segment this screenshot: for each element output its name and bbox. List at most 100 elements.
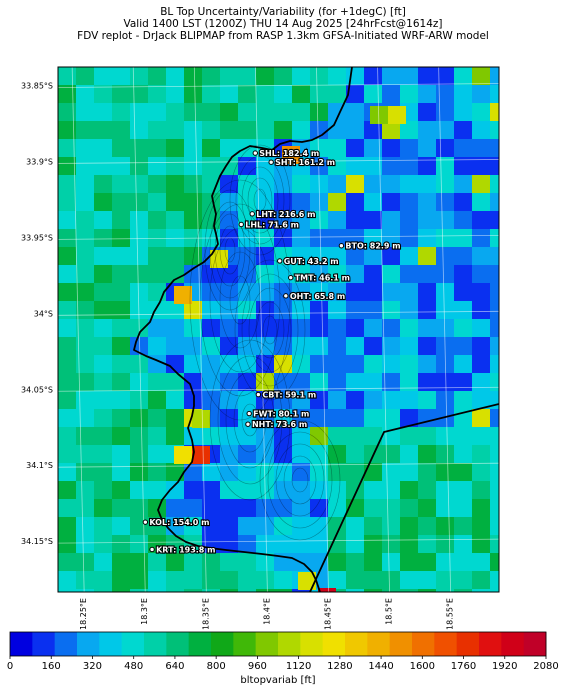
variability-cell: [346, 229, 365, 248]
terrain-contour: [248, 287, 292, 373]
station-label: KOL: 154.0 m: [149, 518, 209, 527]
variability-cell: [166, 553, 185, 572]
variability-cell: [94, 103, 113, 122]
variability-cell: [382, 265, 401, 284]
variability-cell: [166, 103, 185, 122]
variability-cell: [382, 319, 401, 338]
variability-cell: [94, 193, 113, 212]
variability-cell: [202, 427, 221, 446]
variability-cell: [400, 121, 419, 140]
variability-cell: [282, 146, 300, 164]
variability-cell: [418, 427, 437, 446]
variability-cell: [400, 589, 419, 592]
variability-cell: [418, 535, 437, 554]
variability-cell: [238, 391, 257, 410]
variability-cell: [274, 193, 293, 212]
variability-cell: [454, 211, 473, 230]
variability-cell: [256, 355, 275, 374]
variability-cell: [220, 571, 239, 590]
variability-cell: [256, 175, 275, 194]
variability-cell: [220, 409, 239, 428]
variability-cell: [346, 193, 365, 212]
variability-cell: [76, 319, 95, 338]
variability-cell: [382, 139, 401, 158]
variability-cell: [454, 103, 473, 122]
variability-cell: [364, 499, 383, 518]
variability-cell: [364, 121, 383, 140]
variability-cell: [220, 229, 239, 248]
variability-cell: [130, 391, 149, 410]
variability-cell: [166, 535, 185, 554]
variability-cell: [58, 391, 77, 410]
variability-cell: [490, 139, 499, 158]
variability-cell: [130, 481, 149, 500]
variability-cell: [202, 391, 221, 410]
variability-cell: [364, 229, 383, 248]
variability-cell: [472, 337, 491, 356]
variability-cell: [400, 373, 419, 392]
variability-cell: [490, 103, 499, 122]
variability-cell: [436, 481, 455, 500]
colorbar-swatch: [188, 632, 212, 656]
variability-cell: [454, 427, 473, 446]
variability-cell: [472, 427, 491, 446]
variability-cell: [292, 589, 311, 592]
variability-cell: [382, 337, 401, 356]
variability-cell: [58, 535, 77, 554]
variability-cell: [94, 391, 113, 410]
terrain-contour: [217, 355, 283, 485]
variability-cell: [112, 157, 131, 176]
variability-cell: [58, 427, 77, 446]
variability-cell: [472, 319, 491, 338]
variability-cell: [238, 67, 257, 86]
variability-cell: [472, 409, 491, 428]
variability-cell: [292, 247, 311, 266]
variability-cell: [166, 85, 185, 104]
variability-cell: [436, 373, 455, 392]
variability-cell: [454, 589, 473, 592]
variability-cell: [238, 445, 257, 464]
variability-cell: [400, 463, 419, 482]
variability-cell: [292, 373, 311, 392]
variability-cell: [58, 499, 77, 518]
variability-cell: [400, 409, 419, 428]
longitude-tick-label: 18.25°E: [79, 598, 88, 630]
variability-cell: [454, 229, 473, 248]
variability-cell: [238, 193, 257, 212]
variability-cell: [76, 157, 95, 176]
variability-cell: [364, 139, 383, 158]
variability-cell: [76, 301, 95, 320]
variability-cell: [274, 229, 293, 248]
variability-cell: [202, 571, 221, 590]
variability-cell: [202, 121, 221, 140]
variability-cell: [274, 571, 293, 590]
variability-cell: [184, 301, 203, 320]
station-marker: [288, 274, 294, 281]
variability-cell: [310, 409, 329, 428]
variability-cell: [94, 247, 113, 266]
variability-cell: [346, 157, 365, 176]
variability-cell: [94, 589, 113, 592]
variability-cell: [58, 211, 77, 230]
variability-cell: [238, 265, 257, 284]
variability-cell: [148, 265, 167, 284]
variability-cell: [58, 265, 77, 284]
variability-cell: [436, 319, 455, 338]
variability-cell: [274, 499, 293, 518]
variability-cell: [454, 535, 473, 554]
variability-cell: [148, 463, 167, 482]
variability-cell: [364, 319, 383, 338]
variability-cell: [58, 301, 77, 320]
variability-cell: [112, 373, 131, 392]
map-title-line-1: BL Top Uncertainty/Variability (for +1de…: [160, 6, 406, 18]
terrain-contour: [241, 403, 259, 437]
variability-cell: [130, 553, 149, 572]
variability-cell: [130, 121, 149, 140]
colorbar-tick-label: 960: [248, 661, 267, 672]
variability-cell: [472, 571, 491, 590]
variability-cell: [436, 67, 455, 86]
variability-cell: [346, 67, 365, 86]
variability-cell: [472, 85, 491, 104]
terrain-contour: [255, 301, 285, 359]
